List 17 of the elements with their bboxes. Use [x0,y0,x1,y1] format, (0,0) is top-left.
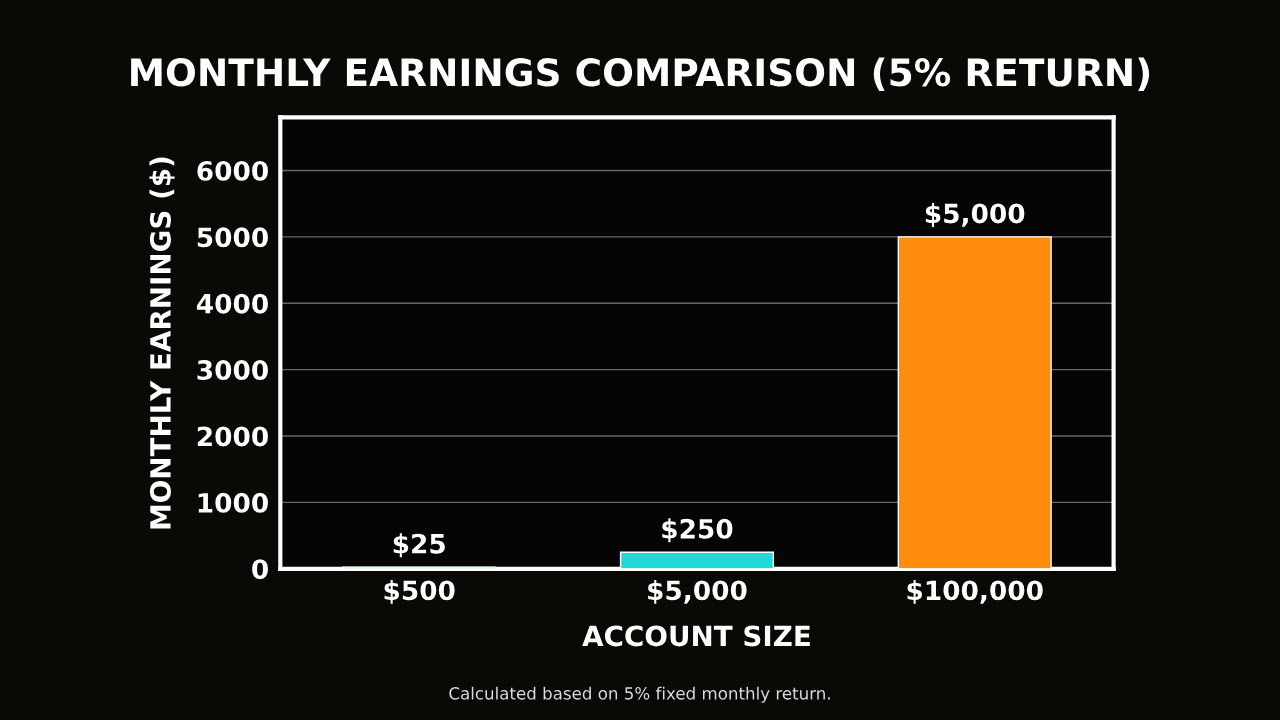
y-tick-label: 0 [252,559,268,580]
y-tick-label: 6000 [197,160,268,181]
text: Calculated based on 5% fixed monthly return. [449,686,830,703]
y-tick-label: 5000 [197,227,268,248]
x-axis-title: ACCOUNT SIZE [582,625,810,647]
y-tick-label: 4000 [196,293,268,314]
chart-title: MONTHLY EARNINGS COMPARISON (5% RETURN) [131,57,1150,91]
data-label: $5,000 [925,202,1025,227]
x-tick-label: $500 [384,579,455,604]
x-tick-label: $5,000 [648,579,747,604]
data-label: $250 [662,518,733,543]
y-tick-label: 3000 [197,360,268,381]
x-tick-label: $100,000 [907,579,1043,604]
data-label: $25 [393,533,445,558]
y-tick-label: 1000 [198,492,268,513]
y-axis-title: MONTHLY EARNINGS ($) [149,157,175,529]
y-tick-label: 2000 [197,426,268,447]
